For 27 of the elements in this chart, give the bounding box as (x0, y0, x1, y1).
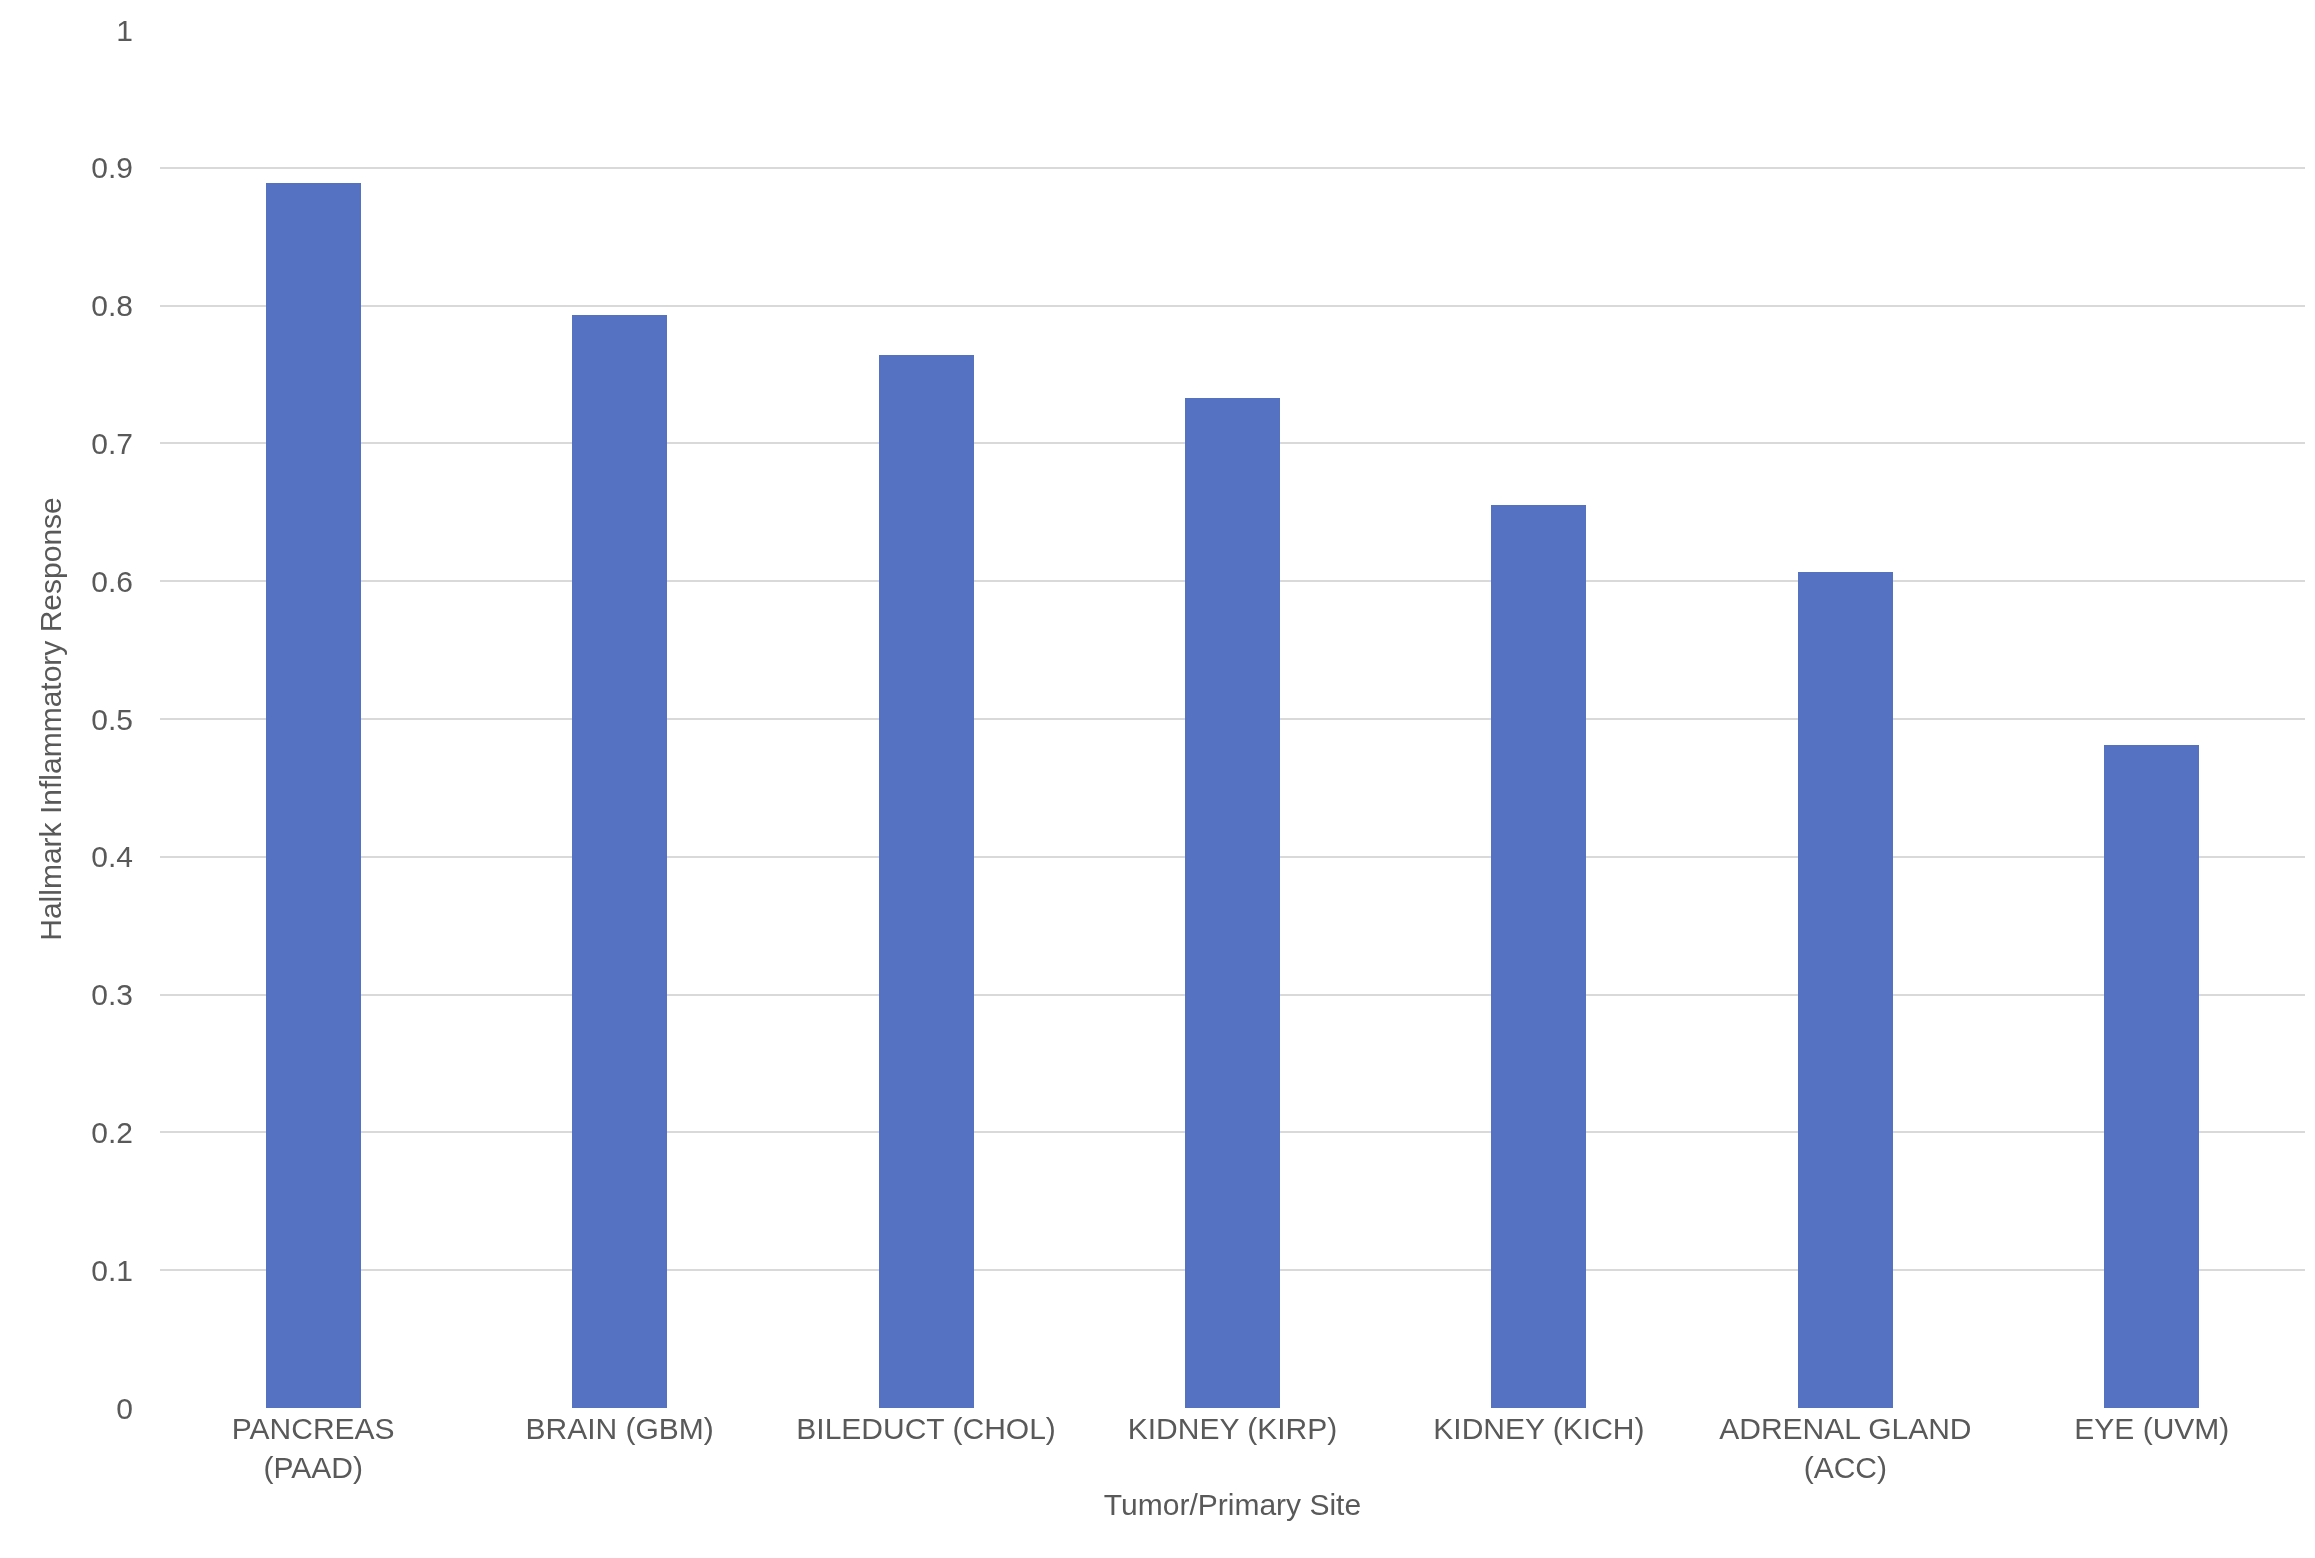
y-tick-label: 0.8 (91, 289, 133, 323)
y-tick-label: 0.5 (91, 702, 133, 736)
bar (1798, 572, 1893, 1408)
x-tick-label: PANCREAS (PAAD) (231, 1412, 395, 1484)
bar (1491, 505, 1586, 1408)
y-tick-label: 0.6 (91, 564, 133, 598)
bar (2104, 745, 2199, 1408)
y-tick-label: 0.7 (91, 426, 133, 460)
x-tick-label: KIDNEY (KICH) (1433, 1412, 1645, 1445)
y-tick-label: 0.1 (91, 1253, 133, 1287)
bar (572, 315, 667, 1408)
y-tick-label: 0.4 (91, 840, 133, 874)
y-tick-label: 1 (116, 13, 133, 47)
bar (1185, 398, 1280, 1408)
x-tick-label: KIDNEY (KIRP) (1127, 1412, 1338, 1445)
y-tick-label: 0.3 (91, 978, 133, 1012)
y-tick-label: 0.2 (91, 1115, 133, 1149)
bar (879, 355, 974, 1408)
y-tick-label: 0.9 (91, 151, 133, 185)
bar (266, 183, 361, 1408)
y-tick-label: 0 (116, 1391, 133, 1425)
x-tick-label: EYE (UVM) (2074, 1412, 2230, 1445)
x-tick-label: ADRENAL GLAND (ACC) (1719, 1412, 1972, 1484)
x-axis-title: Tumor/Primary Site (1103, 1487, 1362, 1521)
x-tick-label: BILEDUCT (CHOL) (796, 1412, 1056, 1445)
x-tick-label: BRAIN (GBM) (525, 1412, 714, 1445)
y-axis-title: Hallmark Inflammatory Response (34, 497, 68, 941)
